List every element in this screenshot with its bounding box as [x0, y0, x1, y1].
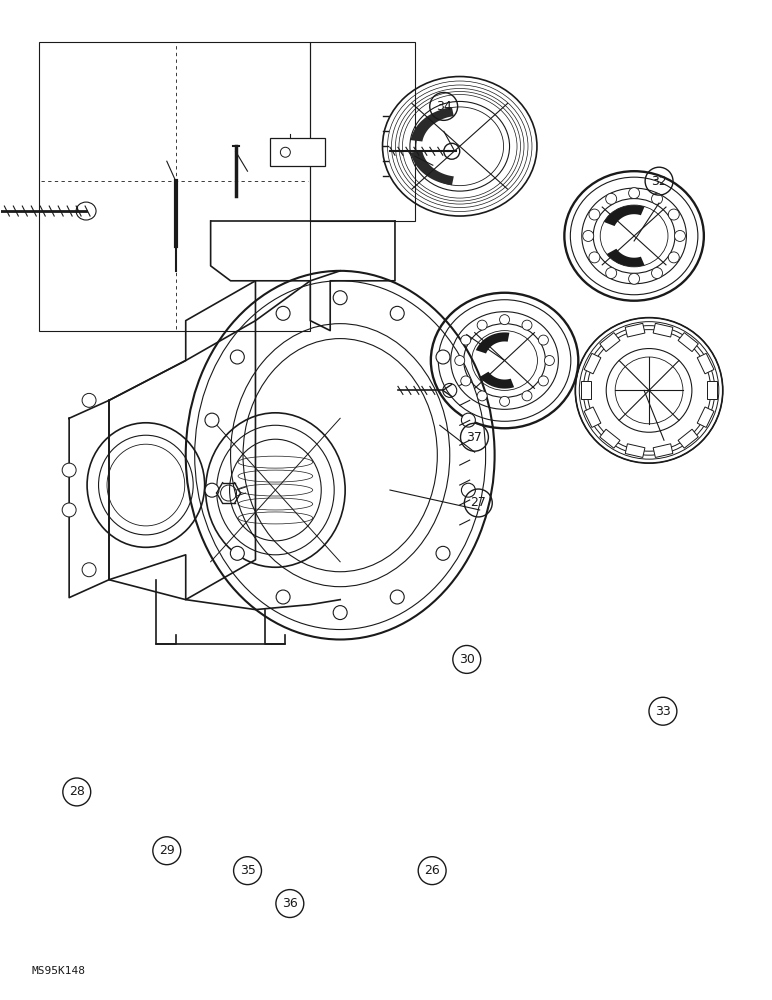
Text: 27: 27 [470, 496, 486, 509]
Polygon shape [707, 381, 717, 399]
Circle shape [544, 356, 554, 365]
Circle shape [461, 335, 471, 345]
Polygon shape [678, 333, 699, 352]
Circle shape [499, 396, 510, 406]
Circle shape [461, 376, 471, 386]
Circle shape [82, 563, 96, 577]
Text: 36: 36 [282, 897, 298, 910]
Ellipse shape [436, 350, 450, 364]
Polygon shape [584, 407, 601, 427]
Circle shape [628, 188, 639, 199]
Text: 33: 33 [655, 705, 671, 718]
Polygon shape [678, 429, 699, 448]
Circle shape [477, 320, 487, 330]
Text: 32: 32 [652, 175, 667, 188]
Ellipse shape [205, 413, 219, 427]
Ellipse shape [462, 413, 476, 427]
Circle shape [669, 209, 679, 220]
Polygon shape [600, 429, 620, 448]
Circle shape [675, 230, 686, 241]
Text: 34: 34 [436, 100, 452, 113]
Circle shape [477, 391, 487, 401]
Circle shape [538, 376, 548, 386]
Ellipse shape [276, 306, 290, 320]
Circle shape [583, 230, 594, 241]
Circle shape [280, 147, 290, 157]
Circle shape [589, 209, 600, 220]
Polygon shape [411, 107, 454, 142]
Circle shape [652, 268, 662, 279]
Polygon shape [584, 353, 601, 374]
Ellipse shape [334, 606, 347, 620]
Circle shape [499, 315, 510, 325]
Circle shape [652, 193, 662, 204]
Text: MS95K148: MS95K148 [32, 966, 85, 976]
Polygon shape [604, 205, 645, 226]
Text: 26: 26 [425, 864, 440, 877]
Circle shape [538, 335, 548, 345]
Circle shape [522, 320, 532, 330]
Text: 30: 30 [459, 653, 475, 666]
Circle shape [63, 463, 76, 477]
Polygon shape [625, 323, 645, 337]
Ellipse shape [436, 546, 450, 560]
Ellipse shape [230, 350, 244, 364]
Bar [270, 138, 325, 166]
Ellipse shape [276, 590, 290, 604]
Ellipse shape [391, 590, 405, 604]
Circle shape [589, 252, 600, 263]
Circle shape [606, 268, 617, 279]
Text: 35: 35 [239, 864, 256, 877]
Ellipse shape [205, 483, 219, 497]
Polygon shape [476, 332, 510, 353]
Polygon shape [697, 353, 714, 374]
Polygon shape [479, 372, 514, 389]
Ellipse shape [230, 546, 244, 560]
Text: 28: 28 [69, 785, 85, 798]
Polygon shape [625, 444, 645, 457]
Polygon shape [653, 323, 673, 337]
Text: 29: 29 [159, 844, 174, 857]
Polygon shape [653, 444, 673, 457]
Circle shape [628, 273, 639, 284]
Ellipse shape [391, 306, 405, 320]
Ellipse shape [462, 483, 476, 497]
Polygon shape [581, 381, 591, 399]
Circle shape [606, 193, 617, 204]
Ellipse shape [334, 291, 347, 305]
Polygon shape [697, 407, 714, 427]
Circle shape [669, 252, 679, 263]
Circle shape [455, 356, 465, 365]
Circle shape [522, 391, 532, 401]
Polygon shape [411, 151, 454, 185]
Polygon shape [600, 333, 620, 352]
Circle shape [63, 503, 76, 517]
Circle shape [82, 393, 96, 407]
Text: 37: 37 [466, 431, 482, 444]
Polygon shape [607, 249, 645, 267]
